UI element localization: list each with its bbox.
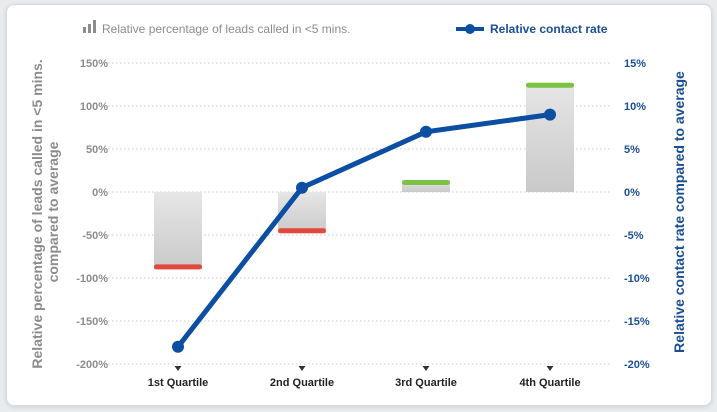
bar-body (278, 192, 326, 234)
right-tick-label: 5% (624, 144, 640, 156)
bar-cap-positive (402, 179, 450, 185)
legend-bars-label: Relative percentage of leads called in <… (102, 22, 350, 36)
category-tick-marker (546, 366, 554, 371)
legend-line-label: Relative contact rate (490, 22, 608, 36)
category-tick-marker (174, 366, 182, 371)
left-tick-label: 0% (92, 187, 108, 199)
left-tick-label: -50% (82, 230, 108, 242)
bar (154, 192, 202, 270)
bar-body (154, 192, 202, 270)
left-tick-label: 100% (80, 101, 108, 113)
right-tick-label: 0% (624, 187, 640, 199)
contact-rate-line (175, 112, 553, 350)
category-tick-marker (298, 366, 306, 371)
category-label: 1st Quartile (148, 377, 209, 389)
left-tick-label: 50% (86, 144, 108, 156)
left-tick-label: -100% (76, 273, 108, 285)
tick-labels: 150% 100% 50% 0% -50% -100% -150% -200% 15% 10% 5%… (76, 58, 650, 389)
line-marker-icon (456, 24, 484, 34)
left-axis-title: Relative percentage of leads called in <… (29, 55, 61, 368)
bar-chart-icon (83, 20, 96, 33)
right-tick-label: -10% (624, 273, 650, 285)
left-axis-title-line-2: compared to average (45, 141, 61, 282)
line-point (544, 108, 556, 121)
category-label: 3rd Quartile (395, 377, 457, 389)
line-series (172, 108, 556, 353)
right-tick-label: -5% (624, 230, 644, 242)
category-tick-marker (422, 366, 430, 371)
line-point (172, 340, 184, 353)
right-tick-label: 15% (624, 58, 646, 70)
right-tick-label: 10% (624, 101, 646, 113)
right-axis-title: Relative contact rate compared to averag… (671, 71, 687, 353)
left-axis-title-line-1: Relative percentage of leads called in <… (29, 59, 45, 368)
bar (526, 82, 574, 192)
legend: Relative percentage of leads called in <… (83, 20, 608, 36)
bar-cap-negative (278, 228, 326, 234)
bar-cap-positive (526, 82, 574, 88)
line-point (296, 181, 308, 194)
left-tick-label: -200% (76, 359, 108, 371)
bar (278, 192, 326, 234)
category-label: 2nd Quartile (270, 377, 334, 389)
category-label: 4th Quartile (519, 377, 580, 389)
bar-cap-negative (154, 264, 202, 270)
line-point (420, 125, 432, 138)
bar-body (526, 82, 574, 192)
bar-series (154, 82, 574, 270)
left-tick-label: -150% (76, 316, 108, 328)
bar (402, 179, 450, 192)
chart-card (6, 4, 712, 406)
right-tick-label: -15% (624, 316, 650, 328)
right-tick-label: -20% (624, 359, 650, 371)
left-tick-label: 150% (80, 58, 108, 70)
